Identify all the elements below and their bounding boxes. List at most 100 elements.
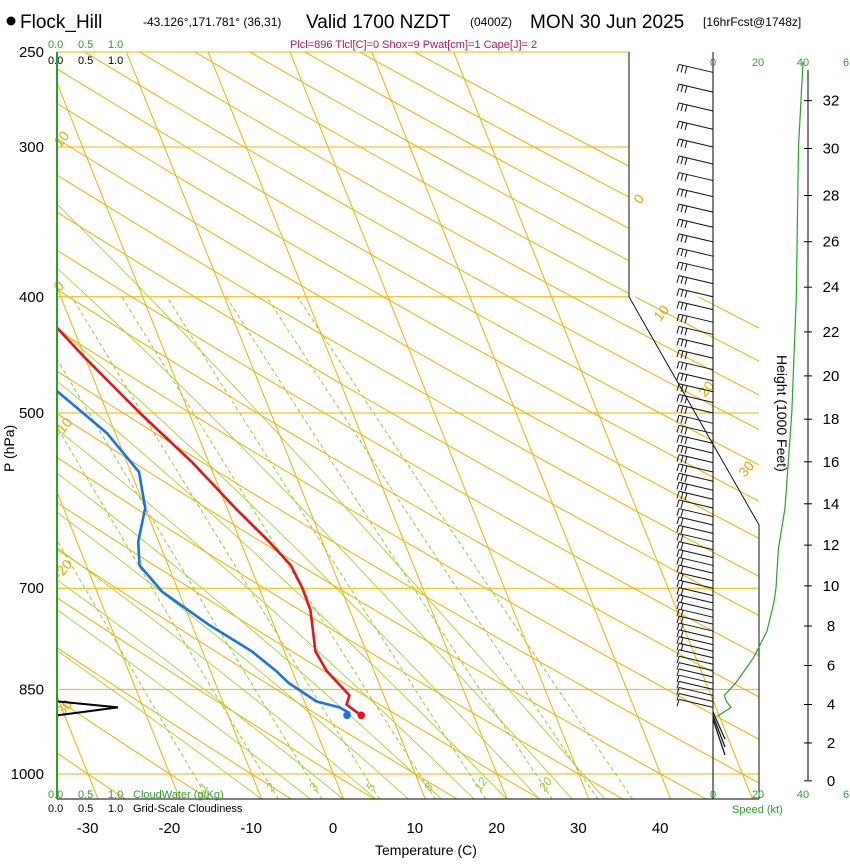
wind-barb-flag bbox=[677, 517, 679, 524]
wind-barb-flag bbox=[677, 435, 679, 442]
wind-barb-flag bbox=[681, 518, 683, 525]
pressure-tick-label: 1000 bbox=[11, 766, 44, 783]
wind-barb-flag bbox=[677, 500, 679, 507]
mixing-ratio-label: 12 bbox=[471, 774, 490, 793]
zulu-time: (0400Z) bbox=[470, 15, 512, 29]
height-tick-label: 22 bbox=[823, 324, 840, 341]
wind-barb bbox=[679, 616, 713, 624]
wind-barb-flag bbox=[677, 525, 679, 532]
wind-barb-flag bbox=[677, 394, 679, 401]
cw-tick-top: 0.5 bbox=[78, 39, 93, 51]
wind-barb-flag bbox=[677, 302, 679, 309]
dry-adiabat-line bbox=[0, 31, 541, 800]
isotherm-line bbox=[0, 31, 16, 800]
forecast-run: [16hrFcst@1748z] bbox=[703, 15, 801, 29]
surface-dewpoint-marker bbox=[343, 712, 351, 720]
height-tick-label: 26 bbox=[823, 234, 840, 251]
wind-barb-flag bbox=[681, 446, 683, 453]
wind-barb-flag bbox=[681, 603, 683, 610]
wind-barb bbox=[679, 509, 713, 517]
wind-barb bbox=[679, 326, 713, 334]
wind-barb-flag bbox=[685, 427, 687, 434]
height-tick-label: 30 bbox=[823, 141, 840, 158]
wind-barb bbox=[679, 314, 713, 322]
wind-barb-flag bbox=[681, 339, 683, 346]
wind-barb bbox=[679, 525, 713, 533]
dewpoint-line bbox=[0, 72, 350, 713]
wind-barb-flag bbox=[681, 589, 683, 596]
wind-barb-flag bbox=[681, 416, 683, 423]
forecast-date: MON 30 Jun 2025 bbox=[530, 12, 684, 33]
cw-tick-bottom: 0.0 bbox=[48, 789, 63, 801]
height-tick-label: 24 bbox=[823, 279, 840, 296]
height-tick-label: 16 bbox=[823, 454, 840, 471]
isotherm-line bbox=[363, 31, 671, 800]
wind-barb-flag bbox=[685, 493, 687, 500]
wind-barb-flag bbox=[677, 362, 679, 369]
speed-tick-bottom: 20 bbox=[752, 789, 764, 801]
isotherm-label: -20 bbox=[50, 556, 75, 582]
speed-tick-bottom: 6 bbox=[843, 789, 849, 801]
pressure-tick-label: 300 bbox=[19, 139, 44, 156]
wind-barb-flag bbox=[677, 573, 679, 580]
height-tick-label: 6 bbox=[827, 658, 835, 675]
gs-tick-bottom: 0.5 bbox=[78, 803, 93, 815]
height-tick-label: 8 bbox=[827, 618, 835, 635]
wind-barb-flag bbox=[685, 340, 687, 347]
moist-adiabat-line bbox=[0, 31, 540, 800]
wind-barb-flag bbox=[685, 437, 687, 444]
wind-barb bbox=[679, 580, 713, 588]
height-tick-label: 14 bbox=[823, 496, 840, 513]
speed-tick-bottom: 40 bbox=[797, 789, 809, 801]
station-marker-icon bbox=[7, 17, 16, 26]
wind-barb bbox=[679, 464, 713, 472]
wind-barb bbox=[679, 500, 713, 508]
height-tick-label: 2 bbox=[827, 735, 835, 752]
wind-barb bbox=[679, 565, 713, 573]
temperature-tick-label: 30 bbox=[570, 820, 587, 837]
pressure-tick-label: 250 bbox=[19, 44, 44, 61]
wind-barb-flag bbox=[677, 681, 679, 688]
wind-barb-flag bbox=[681, 303, 683, 310]
temperature-line bbox=[0, 72, 358, 713]
wind-barb bbox=[679, 595, 713, 603]
mixing-ratio-label: 2 bbox=[262, 780, 278, 795]
speed-tick-top: 40 bbox=[797, 57, 809, 69]
wind-barb bbox=[679, 338, 713, 346]
wind-barb-flag bbox=[685, 447, 687, 454]
wind-barb-flag bbox=[685, 363, 687, 370]
wind-barb-flag bbox=[677, 580, 679, 587]
wind-barb-flag bbox=[681, 510, 683, 517]
wind-barb bbox=[679, 482, 713, 490]
wind-barb bbox=[679, 517, 713, 525]
wind-barb-flag bbox=[677, 473, 679, 480]
isotherm-label: -10 bbox=[50, 414, 75, 440]
temperature-tick-label: 20 bbox=[488, 820, 505, 837]
wind-barb-flag bbox=[685, 375, 687, 382]
gs-tick-top: 0.0 bbox=[48, 55, 63, 67]
wind-barb bbox=[679, 602, 713, 610]
wind-barb-flag bbox=[681, 543, 683, 550]
wind-barb-flag bbox=[677, 595, 679, 602]
temperature-tick-label: 40 bbox=[652, 820, 669, 837]
gs-tick-top: 1.0 bbox=[108, 55, 123, 67]
cw-tick-top: 1.0 bbox=[108, 39, 123, 51]
thermo-grid bbox=[0, 31, 850, 800]
wind-barb-flag bbox=[677, 602, 679, 609]
mixing-ratio-line bbox=[122, 297, 436, 800]
y-axis-title: P (hPa) bbox=[1, 425, 17, 472]
isotherm-label: 0 bbox=[50, 278, 67, 294]
surface-temperature-marker bbox=[357, 712, 365, 720]
height-tick-label: 12 bbox=[823, 537, 840, 554]
cloudiness-label: Grid-Scale Cloudiness bbox=[133, 803, 243, 815]
speed-tick-top: 0 bbox=[710, 57, 716, 69]
speed-axis-title: Speed (kt) bbox=[732, 804, 783, 816]
wind-barb-flag bbox=[677, 542, 679, 549]
wind-barb bbox=[679, 669, 713, 677]
wind-barb-flag bbox=[681, 395, 683, 402]
wind-barb bbox=[679, 534, 713, 542]
wind-barb-flag bbox=[685, 475, 687, 482]
wind-barb-flag bbox=[677, 675, 679, 682]
wind-barb-flag bbox=[681, 581, 683, 588]
wind-barb-flag bbox=[685, 466, 687, 473]
